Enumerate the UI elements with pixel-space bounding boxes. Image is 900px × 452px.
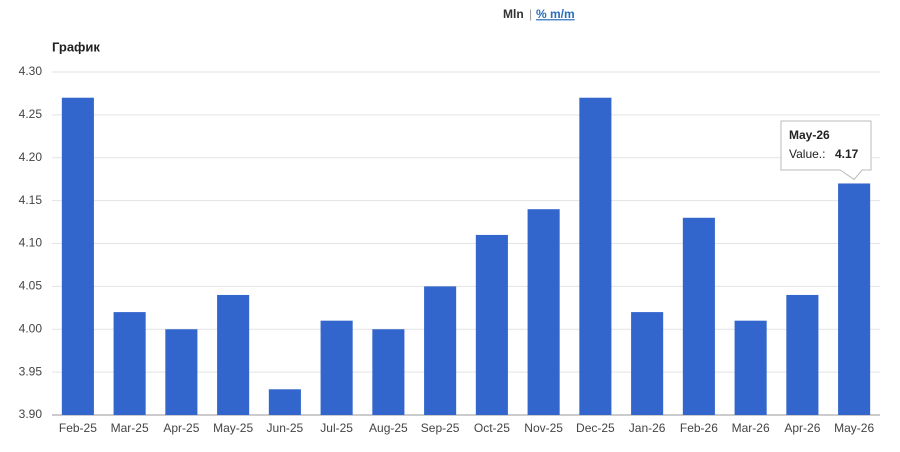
tooltip-title: May-26 (789, 128, 830, 142)
tooltip-value: 4.17 (835, 147, 859, 161)
y-tick-label: 3.90 (19, 407, 43, 421)
chart-title: График (52, 39, 100, 54)
tooltip-label: Value.: (789, 147, 825, 161)
bar (786, 294, 819, 415)
x-tick-label: Oct-25 (474, 421, 510, 435)
x-tick-label: Mar-25 (111, 421, 149, 435)
x-tick-label: Feb-25 (59, 421, 97, 435)
bar (424, 286, 457, 415)
x-tick-label: Aug-25 (369, 421, 408, 435)
y-tick-label: 4.10 (19, 236, 43, 250)
bar (217, 294, 250, 415)
bar (631, 312, 664, 415)
x-tick-label: Jun-25 (267, 421, 304, 435)
bar (838, 183, 871, 415)
bar (734, 320, 767, 415)
x-tick-label: Feb-26 (680, 421, 718, 435)
x-tick-label: Dec-25 (576, 421, 615, 435)
unit-separator: | (529, 7, 532, 21)
y-tick-label: 3.95 (19, 364, 43, 378)
x-tick-label: May-25 (213, 421, 253, 435)
y-tick-label: 4.20 (19, 150, 43, 164)
x-tick-label: Nov-25 (524, 421, 563, 435)
x-tick-label: May-26 (834, 421, 874, 435)
y-tick-label: 4.00 (19, 321, 43, 335)
x-tick-label: Jul-25 (320, 421, 353, 435)
y-tick-label: 4.15 (19, 193, 43, 207)
x-tick-label: Apr-26 (784, 421, 820, 435)
bar (372, 329, 405, 415)
bar (475, 234, 508, 415)
x-tick-label: Jan-26 (629, 421, 666, 435)
bar (61, 97, 94, 415)
bar (682, 217, 715, 415)
unit-option[interactable]: Mln (503, 7, 524, 21)
bar (320, 320, 353, 415)
tooltip-box (780, 120, 872, 181)
x-tick-label: Sep-25 (421, 421, 460, 435)
bar (579, 97, 612, 415)
bar (268, 389, 301, 415)
bar (113, 312, 146, 415)
y-tick-label: 4.25 (19, 107, 43, 121)
bar (527, 209, 560, 415)
y-tick-label: 4.30 (19, 64, 43, 78)
bar (165, 329, 198, 415)
unit-option[interactable]: % m/m (536, 7, 575, 21)
tooltip: May-26 Value.: 4.17 (780, 120, 872, 181)
x-tick-label: Apr-25 (163, 421, 199, 435)
y-tick-label: 4.05 (19, 279, 43, 293)
x-tick-label: Mar-26 (732, 421, 770, 435)
